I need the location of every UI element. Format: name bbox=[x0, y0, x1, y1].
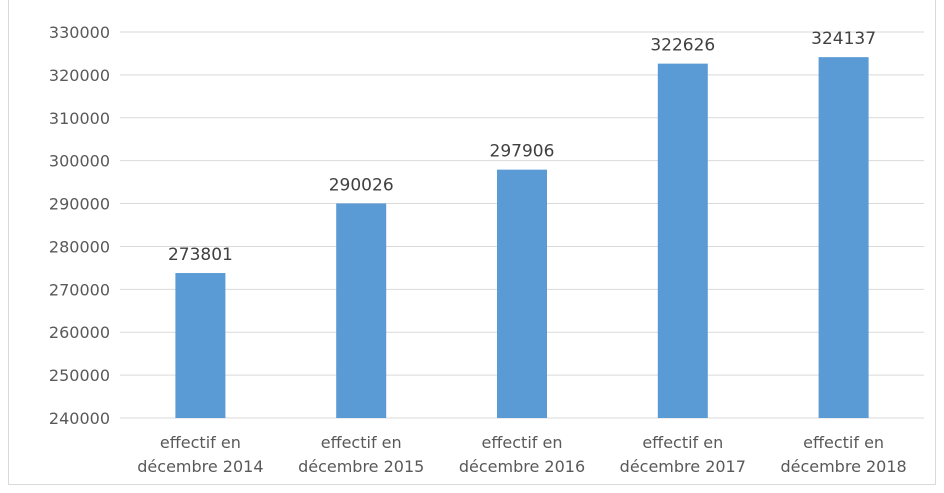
x-category-label: décembre 2016 bbox=[459, 457, 585, 476]
bar bbox=[818, 57, 869, 419]
x-category-label: effectif en bbox=[803, 433, 884, 452]
x-category-label: effectif en bbox=[482, 433, 563, 452]
x-category-label: effectif en bbox=[642, 433, 723, 452]
data-labels: 273801 290026 297906 322626 324137 bbox=[168, 29, 876, 265]
y-tick-label: 260000 bbox=[49, 323, 110, 342]
y-tick-label: 290000 bbox=[49, 195, 110, 214]
bar bbox=[336, 203, 387, 418]
data-label: 273801 bbox=[168, 245, 233, 265]
chart-frame bbox=[8, 0, 936, 485]
x-category-label: effectif en bbox=[160, 433, 241, 452]
data-label: 324137 bbox=[811, 29, 876, 49]
bar bbox=[657, 63, 708, 418]
data-label: 322626 bbox=[650, 36, 715, 56]
bar bbox=[497, 169, 547, 418]
bars bbox=[175, 57, 869, 419]
y-axis-ticks: 330000 320000 310000 300000 290000 280000 2700… bbox=[49, 23, 110, 428]
data-label: 290026 bbox=[329, 175, 394, 195]
y-tick-label: 280000 bbox=[49, 237, 110, 256]
y-tick-label: 330000 bbox=[49, 23, 110, 42]
x-axis-categories: effectif en décembre 2014 effectif en décem… bbox=[137, 433, 906, 476]
x-category-label: décembre 2015 bbox=[298, 457, 424, 476]
x-category-label: décembre 2014 bbox=[137, 457, 263, 476]
x-category-label: effectif en bbox=[321, 433, 402, 452]
y-tick-label: 270000 bbox=[49, 280, 110, 299]
x-category-label: décembre 2018 bbox=[780, 457, 906, 476]
data-label: 297906 bbox=[490, 142, 555, 162]
y-tick-label: 300000 bbox=[49, 152, 110, 171]
y-tick-label: 320000 bbox=[49, 66, 110, 85]
x-category-label: décembre 2017 bbox=[620, 457, 746, 476]
y-tick-label: 310000 bbox=[49, 109, 110, 128]
y-tick-label: 250000 bbox=[49, 366, 110, 385]
bar bbox=[175, 273, 226, 418]
y-tick-label: 240000 bbox=[49, 409, 110, 428]
